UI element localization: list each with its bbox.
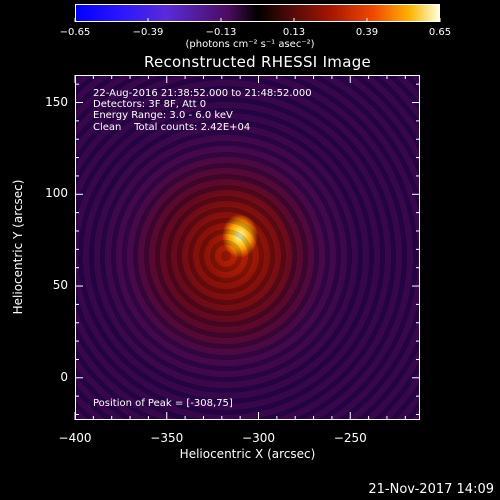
y-tick-label: 100 xyxy=(45,186,68,201)
colorbar-tick-label: −0.13 xyxy=(205,27,237,38)
heatmap-image xyxy=(75,75,420,420)
timestamp: 21-Nov-2017 14:09 xyxy=(368,482,494,497)
x-tick-label: −250 xyxy=(333,431,367,445)
y-axis-label: Heliocentric Y (arcsec) xyxy=(11,179,25,315)
colorbar-tick-label: −0.39 xyxy=(132,27,164,38)
info-peak-position: Position of Peak = [-308,75] xyxy=(93,398,233,409)
image-texture xyxy=(76,76,419,419)
info-energy-range: Energy Range: 3.0 - 6.0 keV xyxy=(93,110,233,121)
x-tick-label: −300 xyxy=(242,431,275,445)
x-axis-label: Heliocentric X (arcsec) xyxy=(179,447,316,461)
y-tick-label: 50 xyxy=(52,278,68,293)
info-clean-counts: Clean Total counts: 2.42E+04 xyxy=(93,122,251,133)
y-tick-label: 0 xyxy=(60,369,68,384)
colorbar-tick-label: 0.39 xyxy=(355,27,379,38)
x-tick-label: −400 xyxy=(58,431,92,445)
x-tick-label: −350 xyxy=(150,431,184,445)
colorbar-unit-label: (photons cm⁻² s⁻¹ asec⁻²) xyxy=(185,39,315,50)
colorbar-tick-label: 0.13 xyxy=(282,27,306,38)
info-detectors: Detectors: 3F 8F, Att 0 xyxy=(93,99,207,110)
info-time-range: 22-Aug-2016 21:38:52.000 to 21:48:52.000 xyxy=(93,88,312,99)
chart-title: Reconstructed RHESSI Image xyxy=(143,53,372,71)
colorbar-tick-label: −0.65 xyxy=(59,27,91,38)
colorbar xyxy=(75,4,440,22)
colorbar-tick-label: 0.65 xyxy=(428,27,452,38)
y-tick-label: 150 xyxy=(45,94,68,109)
